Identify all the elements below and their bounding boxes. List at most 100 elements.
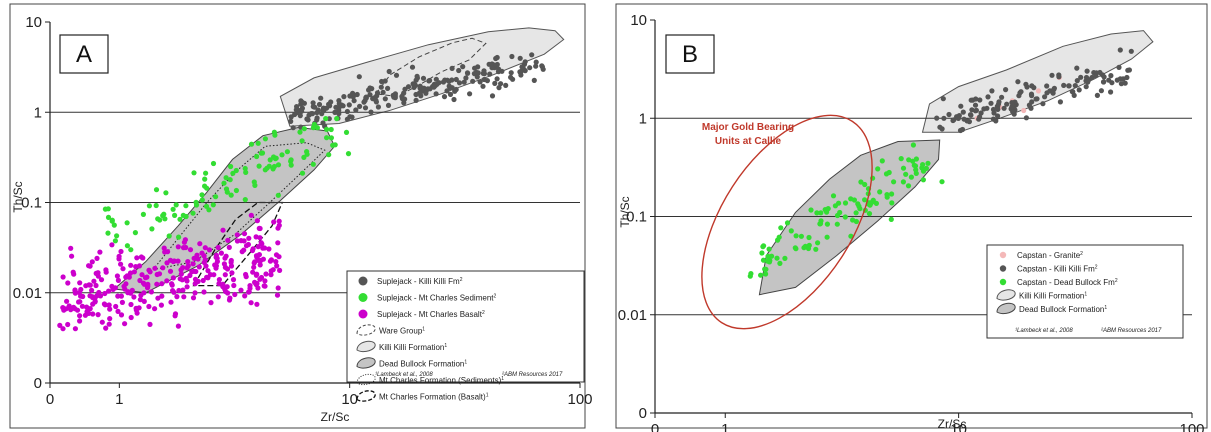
y-tick-label: 1	[639, 110, 647, 127]
data-point	[224, 189, 230, 195]
data-point	[385, 85, 391, 91]
data-point	[169, 282, 175, 288]
data-point	[184, 284, 190, 290]
series-suplejack-killi-killi-fm	[288, 52, 546, 131]
data-point	[1033, 96, 1039, 102]
data-point	[314, 117, 320, 123]
data-point	[122, 321, 128, 327]
data-point	[116, 253, 122, 259]
data-point	[326, 152, 332, 158]
data-point	[273, 252, 280, 258]
data-point	[1031, 85, 1037, 91]
data-point	[310, 100, 316, 106]
data-point	[160, 265, 166, 271]
data-point	[120, 266, 126, 272]
data-point	[891, 179, 897, 185]
data-point	[152, 265, 158, 271]
data-point	[298, 108, 304, 114]
data-point	[884, 194, 890, 200]
data-point	[463, 75, 469, 81]
data-point	[353, 107, 359, 113]
x-tick-label: 100	[1179, 421, 1204, 432]
data-point	[260, 256, 266, 262]
data-point	[824, 234, 830, 240]
data-point	[166, 233, 172, 239]
data-point	[481, 68, 487, 74]
data-point	[374, 93, 380, 99]
data-point	[373, 99, 379, 105]
x-tick-label: 0	[651, 421, 659, 432]
data-point	[436, 80, 442, 86]
data-point	[253, 272, 259, 278]
data-point	[94, 255, 100, 261]
data-point	[206, 247, 213, 253]
data-point	[134, 255, 140, 261]
series-capstan-dead-bullock-fm	[747, 142, 945, 279]
data-point	[250, 269, 256, 275]
legend-label: Capstan - Granite2	[1017, 251, 1083, 260]
x-tick-label: 10	[341, 391, 358, 408]
data-point	[817, 221, 824, 227]
data-point	[801, 245, 807, 251]
data-point	[877, 189, 883, 195]
data-point	[184, 265, 190, 271]
data-point	[93, 282, 99, 289]
data-point	[1066, 83, 1072, 89]
data-point	[115, 277, 121, 283]
data-point	[173, 202, 179, 208]
legend-label: Killi Killi Formation1	[379, 343, 447, 352]
data-point	[132, 230, 138, 236]
y-tick-label: 0.1	[626, 209, 647, 226]
data-point	[63, 306, 69, 312]
data-point	[354, 91, 360, 98]
data-point	[147, 321, 153, 327]
data-point	[103, 325, 109, 331]
data-point	[879, 158, 885, 164]
data-point	[853, 218, 860, 225]
data-point	[314, 110, 320, 116]
data-point	[221, 261, 227, 267]
data-point	[275, 285, 281, 291]
data-point	[456, 67, 462, 74]
legend-marker	[358, 276, 368, 286]
data-point	[413, 77, 419, 83]
data-point	[83, 283, 89, 289]
data-point	[332, 109, 338, 115]
data-point	[250, 246, 256, 252]
data-point	[1074, 78, 1080, 84]
data-point	[290, 125, 296, 131]
legend-label: Suplejack - Mt Charles Basalt2	[377, 310, 485, 319]
data-point	[898, 156, 904, 162]
data-point	[208, 300, 214, 306]
data-point	[288, 157, 294, 163]
data-point	[1128, 48, 1134, 54]
data-point	[64, 298, 70, 304]
data-point	[115, 308, 121, 314]
data-point	[958, 103, 964, 109]
data-point	[131, 269, 137, 275]
data-point	[77, 299, 83, 305]
data-point	[886, 169, 892, 176]
data-point	[446, 83, 452, 89]
data-point	[232, 291, 238, 298]
data-point	[806, 234, 812, 241]
data-point	[257, 235, 263, 241]
data-point	[204, 185, 210, 191]
data-point	[925, 160, 931, 166]
data-point	[57, 322, 63, 328]
data-point	[129, 287, 135, 293]
data-point	[934, 115, 940, 121]
data-point	[228, 192, 234, 198]
data-point	[284, 149, 290, 155]
data-point	[229, 270, 235, 276]
legend-field-icon	[356, 390, 376, 402]
data-point	[268, 257, 274, 263]
data-point	[889, 191, 895, 197]
data-point	[453, 76, 459, 83]
data-point	[84, 304, 90, 310]
data-point	[763, 266, 769, 272]
data-point	[304, 151, 310, 157]
data-point	[494, 76, 500, 82]
data-point	[444, 88, 450, 94]
data-point	[275, 240, 281, 246]
